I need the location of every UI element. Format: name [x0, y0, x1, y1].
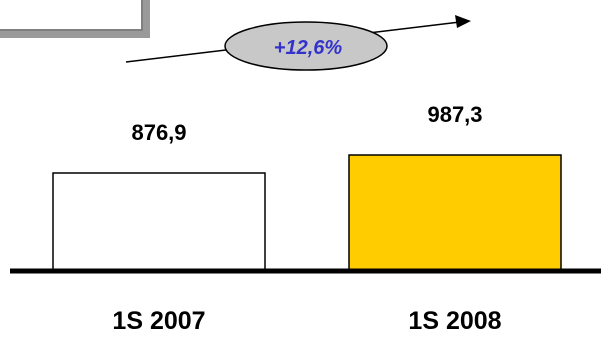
bar-1 [52, 172, 266, 271]
growth-badge: +12,6% [224, 21, 388, 71]
value-label-2: 987,3 [427, 102, 482, 127]
growth-ellipse [224, 21, 388, 71]
category-label-1: 1S 2007 [112, 307, 205, 334]
growth-arrow-head [455, 15, 471, 28]
value-labels-layer: 876,9 987,3 [131, 102, 482, 145]
bar-2 [348, 154, 562, 271]
bars-layer [52, 154, 562, 271]
top-left-frame [0, 0, 150, 38]
frame-box [0, 0, 143, 31]
growth-label: +12,6% [274, 37, 343, 59]
category-label-2: 1S 2008 [408, 307, 501, 334]
value-label-1: 876,9 [131, 120, 186, 145]
category-labels-layer: 1S 2007 1S 2008 [112, 307, 501, 335]
